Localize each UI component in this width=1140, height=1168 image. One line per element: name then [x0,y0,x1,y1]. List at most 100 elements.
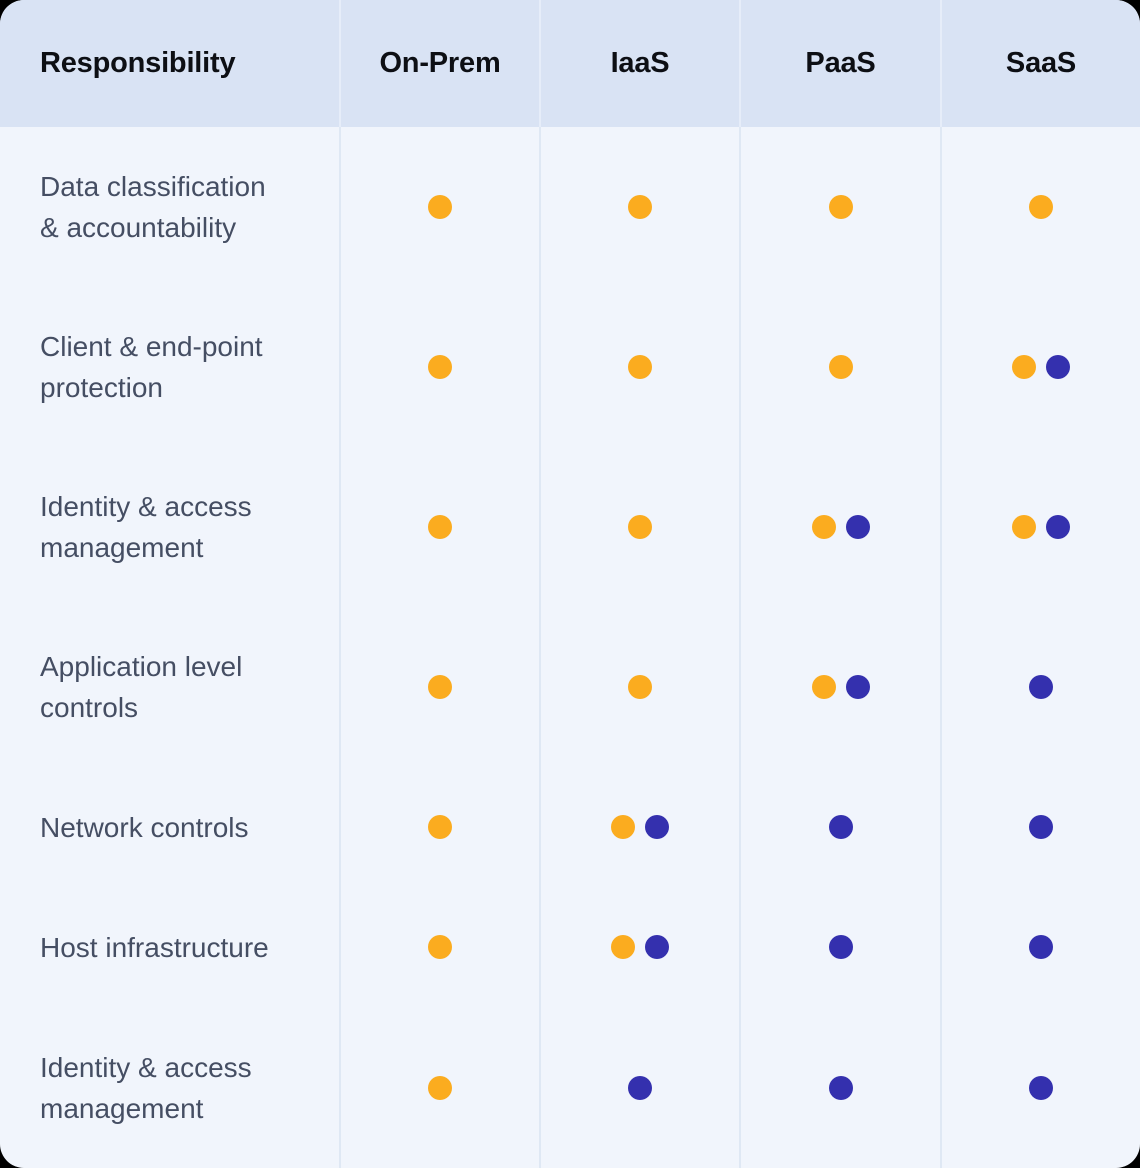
matrix-cell-saas [940,287,1140,447]
dot-group [628,1075,652,1100]
orange-dot-marker [1029,195,1053,219]
orange-dot-marker [1012,355,1036,379]
orange-dot-marker [628,195,652,219]
matrix-cell-on_prem [339,127,539,287]
matrix-cell-on_prem [339,607,539,767]
orange-dot-marker [428,515,452,539]
row-label-cell: Client & end-point protection [0,287,339,447]
dot-group [828,355,853,379]
row-label-cell: Identity & access management [0,1007,339,1168]
dot-group [428,195,452,219]
matrix-cell-paas [739,447,940,607]
matrix-cell-on_prem [339,887,539,1007]
dot-group [811,675,870,699]
matrix-cell-iaas [539,607,739,767]
blue-dot-marker [645,935,669,959]
column-header-responsibility: Responsibility [0,0,339,127]
dot-group [428,515,452,539]
orange-dot-marker [428,675,452,699]
dot-group [828,1075,853,1100]
dot-group [611,815,669,839]
matrix-cell-on_prem [339,767,539,887]
row-label-text: Data classification & accountability [40,171,266,243]
blue-dot-marker [1029,935,1053,959]
row-label-cell: Identity & access management [0,447,339,607]
matrix-cell-on_prem [339,287,539,447]
orange-dot-marker [628,675,652,699]
matrix-cell-paas [739,607,940,767]
row-label-text: Network controls [40,811,249,843]
matrix-cell-paas [739,887,940,1007]
row-label-cell: Host infrastructure [0,887,339,1007]
matrix-cell-iaas [539,447,739,607]
matrix-cell-paas [739,767,940,887]
dot-group [1029,195,1053,219]
row-label-text: Client & end-point protection [40,331,263,403]
row-label-cell: Network controls [0,767,339,887]
dot-group [1029,935,1053,959]
row-label-text: Identity & access management [40,1051,252,1124]
orange-dot-marker [811,515,836,539]
orange-dot-marker [428,355,452,379]
row-label-text: Host infrastructure [40,931,269,963]
dot-group [628,675,652,699]
blue-dot-marker [828,1075,853,1100]
blue-dot-marker [828,935,853,959]
matrix-cell-saas [940,447,1140,607]
matrix-cell-saas [940,127,1140,287]
column-header-iaas: IaaS [539,0,739,127]
row-label-cell: Application level controls [0,607,339,767]
dot-group [428,815,452,839]
matrix-cell-iaas [539,1007,739,1168]
dot-group [628,195,652,219]
blue-dot-marker [1029,675,1053,699]
dot-group [1012,355,1070,379]
row-label-text: Application level controls [40,651,243,723]
blue-dot-marker [628,1075,652,1100]
orange-dot-marker [428,815,452,839]
dot-group [1029,815,1053,839]
blue-dot-marker [1029,1075,1053,1100]
matrix-cell-saas [940,607,1140,767]
blue-dot-marker [645,815,669,839]
dot-group [628,355,652,379]
orange-dot-marker [628,355,652,379]
matrix-cell-saas [940,1007,1140,1168]
dot-group [828,815,853,839]
column-header-on_prem: On-Prem [339,0,539,127]
matrix-cell-iaas [539,287,739,447]
dot-group [828,935,853,959]
blue-dot-marker [1046,515,1070,539]
orange-dot-marker [611,935,635,959]
orange-dot-marker [828,355,853,379]
column-header-paas: PaaS [739,0,940,127]
dot-group [428,675,452,699]
orange-dot-marker [611,815,635,839]
matrix-cell-iaas [539,887,739,1007]
dot-group [1029,1075,1053,1100]
blue-dot-marker [1029,815,1053,839]
matrix-cell-paas [739,287,940,447]
blue-dot-marker [845,515,870,539]
orange-dot-marker [428,1075,452,1100]
orange-dot-marker [428,935,452,959]
blue-dot-marker [845,675,870,699]
orange-dot-marker [811,675,836,699]
column-header-saas: SaaS [940,0,1140,127]
dot-group [1029,675,1053,699]
matrix-cell-saas [940,767,1140,887]
blue-dot-marker [828,815,853,839]
orange-dot-marker [628,515,652,539]
dot-group [1012,515,1070,539]
dot-group [611,935,669,959]
orange-dot-marker [1012,515,1036,539]
orange-dot-marker [828,195,853,219]
orange-dot-marker [428,195,452,219]
row-label-text: Identity & access management [40,491,252,563]
dot-group [628,515,652,539]
matrix-cell-paas [739,1007,940,1168]
matrix-cell-on_prem [339,447,539,607]
matrix-cell-iaas [539,767,739,887]
matrix-cell-saas [940,887,1140,1007]
